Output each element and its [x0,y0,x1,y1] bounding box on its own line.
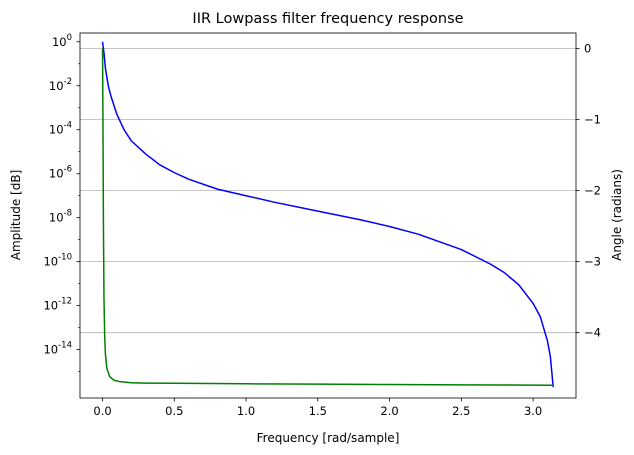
right-axis-label: Angle (radians) [610,169,624,261]
left-tick-label: 100 [52,33,72,49]
left-tick-label: 10-12 [43,297,72,313]
x-tick-label: 0.0 [93,404,111,418]
right-tick-label: −3 [584,255,601,269]
right-tick-label: −1 [584,113,601,127]
right-tick-label: −2 [584,184,601,198]
left-tick-label: 10-14 [43,341,72,357]
x-tick-label: 2.0 [380,404,398,418]
x-tick-label: 2.5 [452,404,470,418]
x-tick-label: 1.5 [309,404,327,418]
left-tick-label: 10-6 [49,165,72,181]
series-lines [101,41,554,388]
x-axis-ticks: 0.0 0.5 1.0 1.5 2.0 2.5 3.0 [93,398,542,418]
plot-frame [79,32,577,399]
grid-lines [80,48,576,334]
x-tick-label: 0.5 [165,404,183,418]
right-tick-label: −4 [584,326,601,340]
right-axis-ticks: 0 −1 −2 −3 −4 [576,42,601,340]
amplitude-line [101,41,554,388]
left-tick-label: 10-8 [49,209,72,225]
chart-title: IIR Lowpass filter frequency response [192,11,463,27]
left-tick-label: 10-10 [43,253,72,269]
left-axis-ticks: 100 10-2 10-4 10-6 10-8 10-10 10-12 10-14 [43,33,80,372]
x-tick-label: 1.0 [237,404,255,418]
right-tick-label: 0 [584,42,591,56]
x-axis-label: Frequency [rad/sample] [257,431,400,445]
left-tick-label: 10-4 [49,121,72,137]
angle-line [101,48,554,386]
x-tick-label: 3.0 [524,404,542,418]
left-axis-label: Amplitude [dB] [9,170,23,261]
left-tick-label: 10-2 [49,77,72,93]
